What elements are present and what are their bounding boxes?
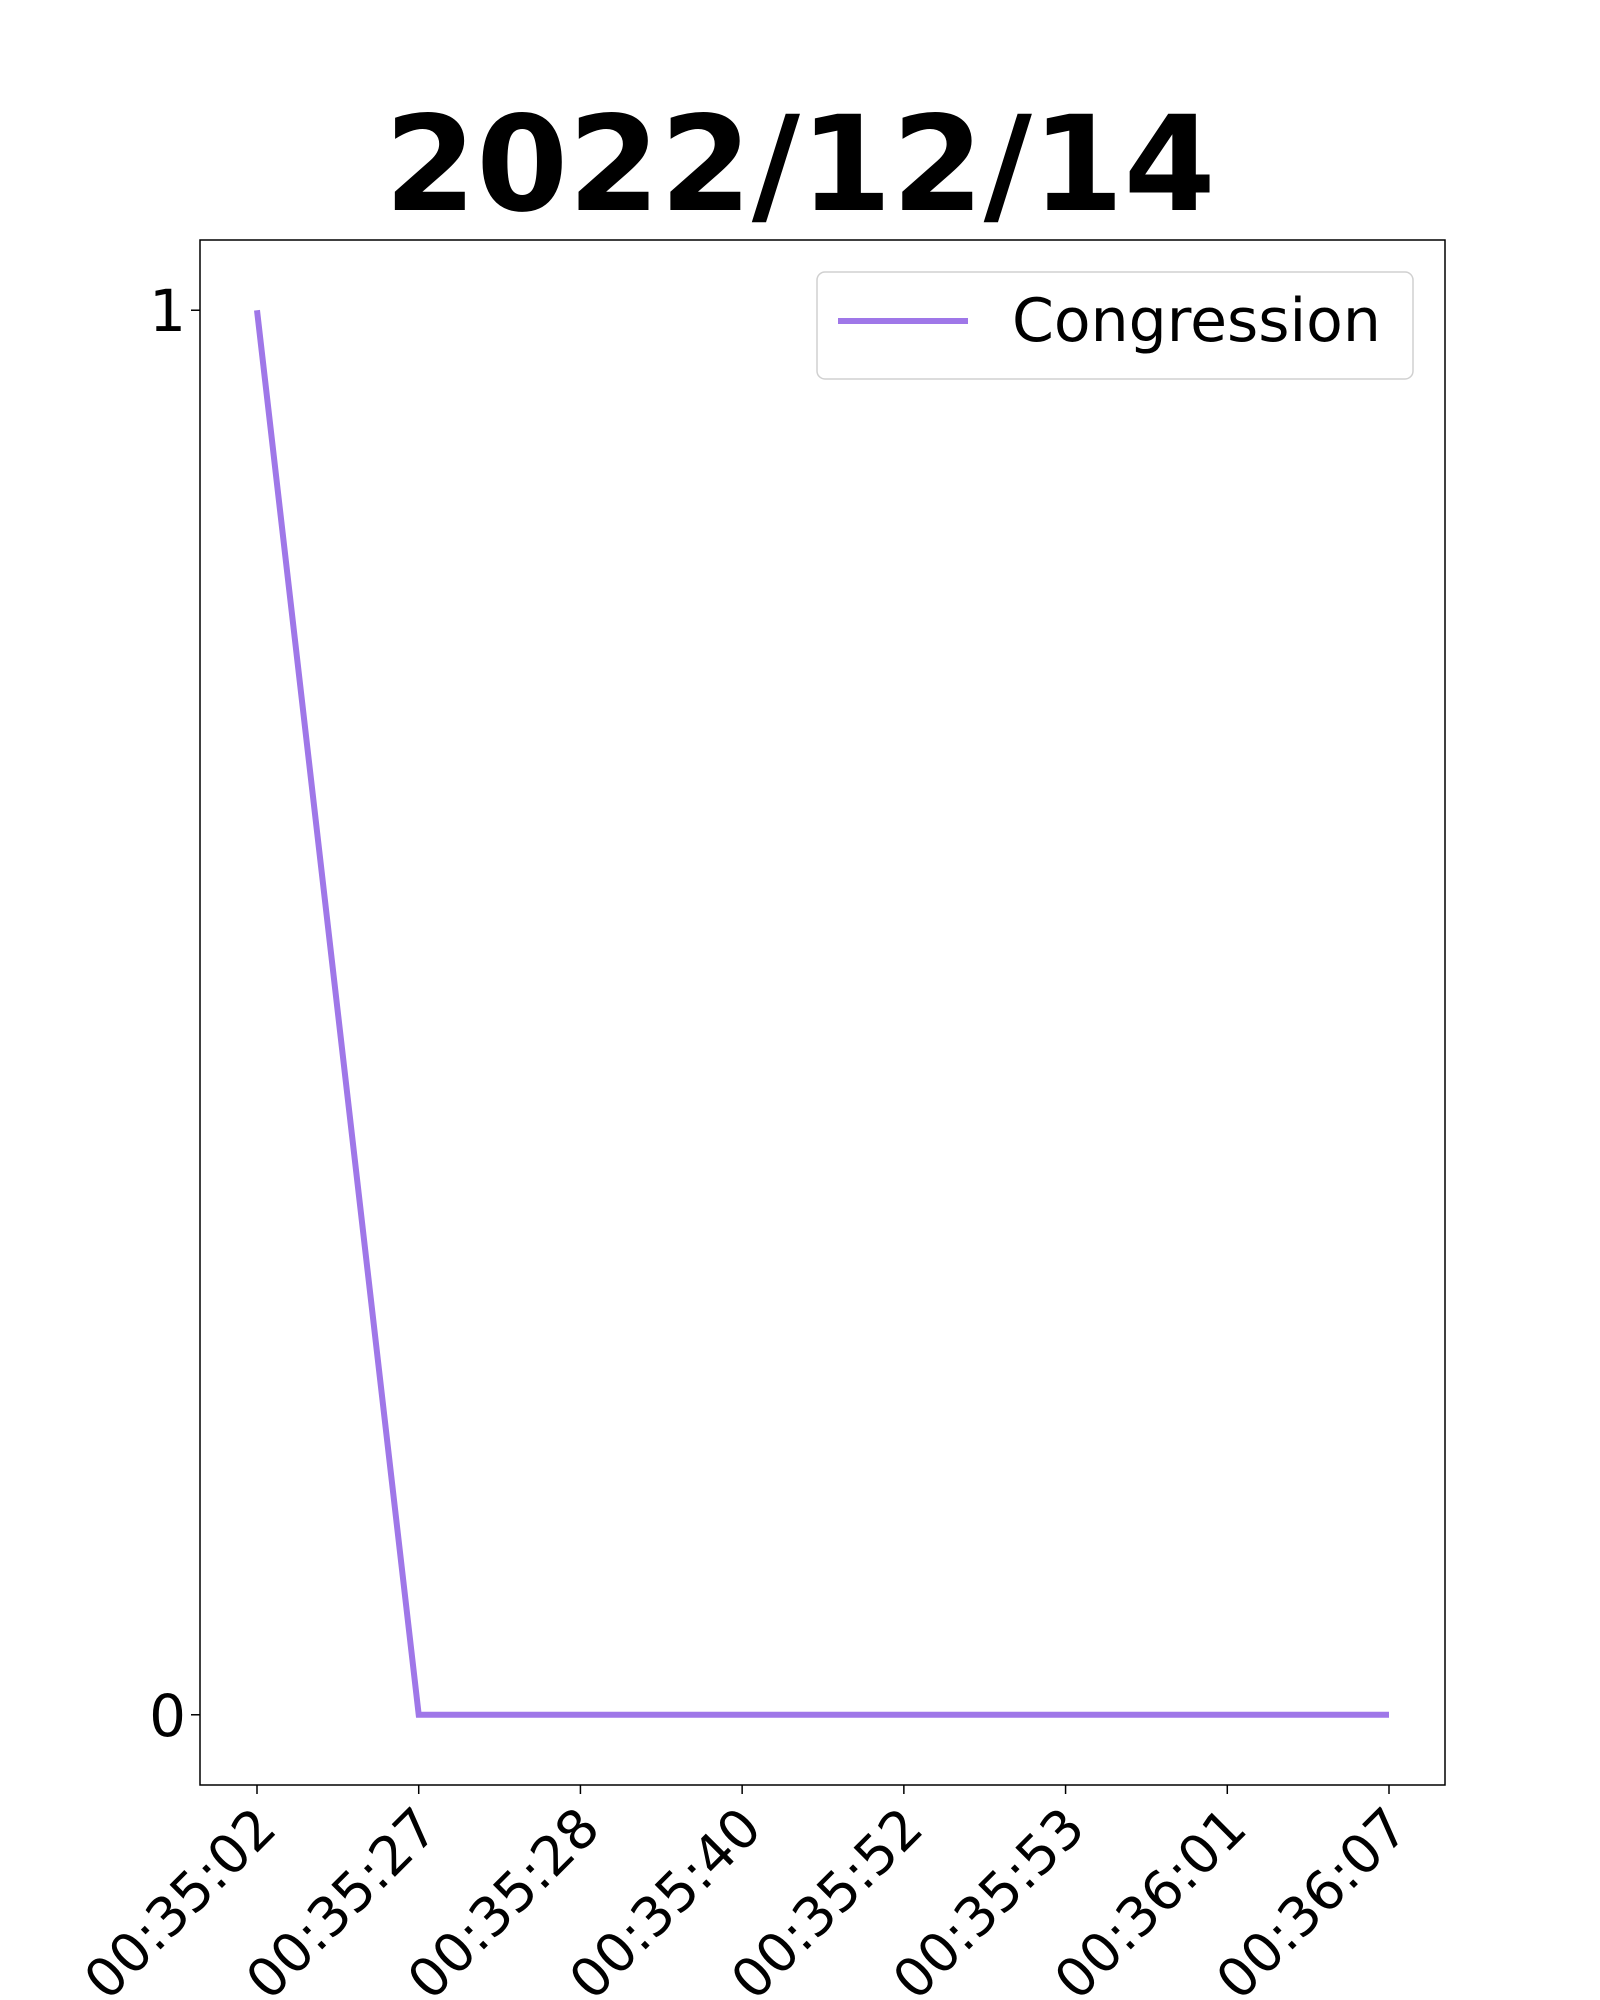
y-tick-label: 0 (149, 1682, 186, 1750)
chart-title: 2022/12/14 (384, 88, 1216, 242)
x-axis: 00:35:0200:35:2700:35:2800:35:4000:35:52… (72, 1785, 1420, 2000)
plot-frame (199, 239, 1446, 1786)
series-line-congression (254, 309, 1389, 1718)
legend-box (816, 271, 1414, 380)
y-axis: 01 (149, 277, 200, 1750)
legend: Congression (816, 271, 1414, 380)
legend-label: Congression (1012, 286, 1381, 356)
y-tick-label: 1 (149, 277, 186, 345)
series-layer (254, 309, 1389, 1718)
